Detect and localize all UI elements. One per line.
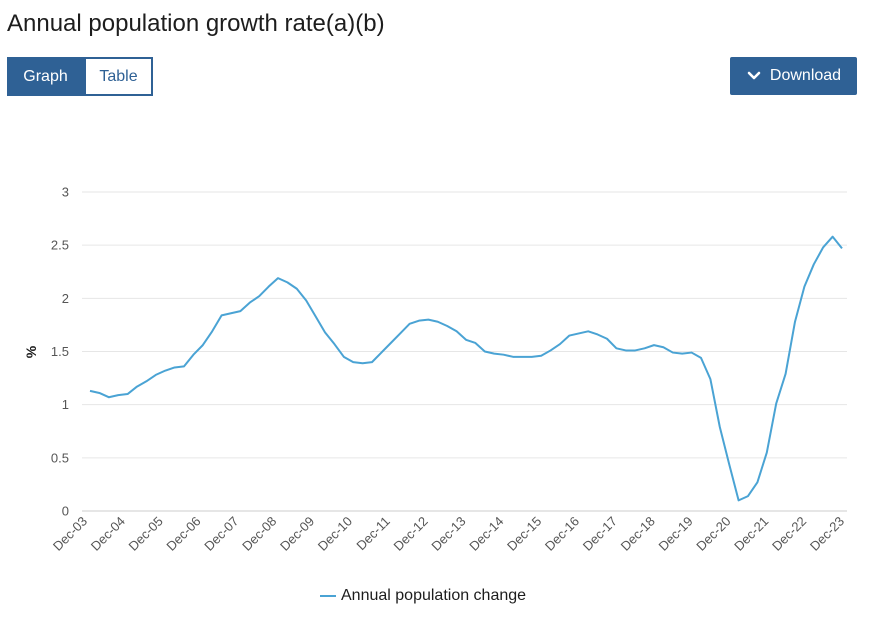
x-tick-label: Dec-06: [163, 514, 203, 554]
legend-label: Annual population change: [341, 587, 527, 604]
x-tick-label: Dec-22: [769, 514, 809, 554]
x-tick-label: Dec-04: [88, 514, 128, 554]
x-tick-label: Dec-16: [542, 514, 582, 554]
view-toggle: Graph Table: [7, 57, 153, 96]
y-tick-label: 1.5: [51, 344, 69, 359]
x-tick-label: Dec-19: [655, 514, 695, 554]
y-tick-label: 2.5: [51, 238, 69, 253]
y-tick-label: 1: [62, 397, 69, 412]
download-button[interactable]: Download: [730, 57, 857, 95]
y-tick-label: 2: [62, 291, 69, 306]
y-tick-label: 3: [62, 185, 69, 200]
gridlines: [82, 191, 847, 512]
y-tick-label: 0: [62, 504, 69, 519]
chevron-down-icon: [747, 71, 761, 80]
x-tick-label: Dec-07: [201, 514, 241, 554]
x-axis-ticks: Dec-03Dec-04Dec-05Dec-06Dec-07Dec-08Dec-…: [50, 514, 847, 554]
series-line-annual-population-change[interactable]: [89, 235, 843, 502]
y-tick-label: 0.5: [51, 450, 69, 465]
x-tick-label: Dec-03: [50, 514, 90, 554]
x-tick-label: Dec-14: [466, 514, 506, 554]
tab-graph[interactable]: Graph: [7, 57, 84, 96]
series-layer: [89, 235, 843, 502]
x-tick-label: Dec-17: [580, 514, 620, 554]
x-tick-label: Dec-20: [693, 514, 733, 554]
page-title: Annual population growth rate(a)(b): [7, 10, 385, 37]
x-tick-label: Dec-10: [315, 514, 355, 554]
x-tick-label: Dec-08: [239, 514, 279, 554]
x-tick-label: Dec-05: [126, 514, 166, 554]
x-tick-label: Dec-15: [504, 514, 544, 554]
legend-swatch: [320, 595, 336, 597]
x-tick-label: Dec-13: [428, 514, 468, 554]
x-tick-label: Dec-12: [391, 514, 431, 554]
y-axis-label: %: [23, 345, 39, 358]
tab-table[interactable]: Table: [84, 57, 153, 96]
legend[interactable]: Annual population change: [320, 587, 526, 605]
x-tick-label: Dec-21: [731, 514, 771, 554]
line-chart: 00.511.522.53 Dec-03Dec-04Dec-05Dec-06De…: [23, 185, 847, 554]
y-axis-ticks: 0 0.5 1 1.5 2 2.5 3: [51, 185, 69, 519]
x-tick-label: Dec-09: [277, 514, 317, 554]
x-tick-label: Dec-18: [618, 514, 658, 554]
download-label: Download: [769, 67, 842, 84]
x-tick-label: Dec-23: [807, 514, 847, 554]
x-tick-label: Dec-11: [353, 514, 393, 554]
